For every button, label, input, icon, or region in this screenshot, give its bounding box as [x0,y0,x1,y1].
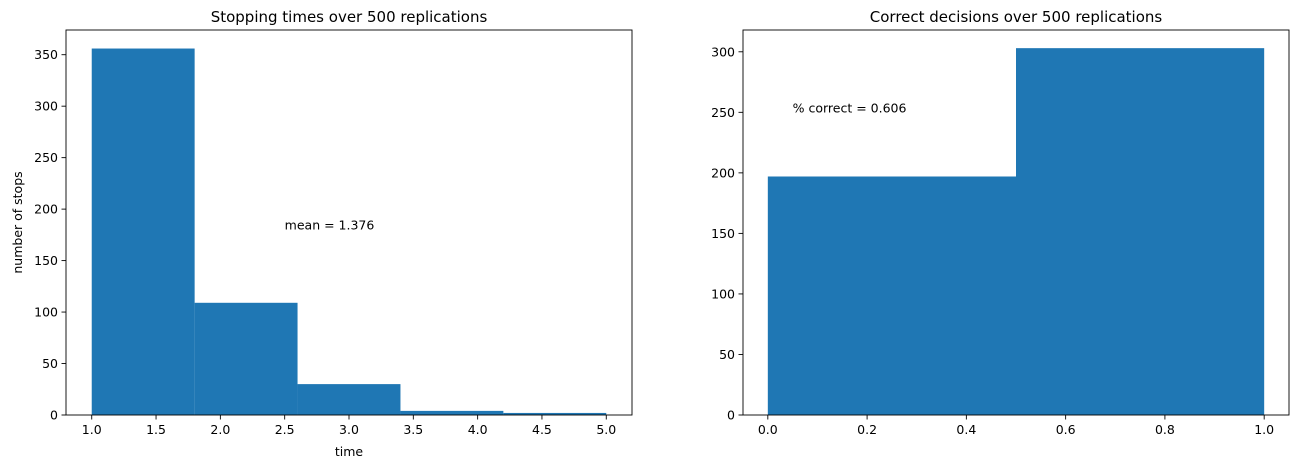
y-tick-label: 0 [727,408,735,423]
y-tick-label: 150 [711,226,735,241]
y-tick-label: 300 [711,44,735,59]
y-tick-label: 350 [34,47,58,62]
y-tick-label: 50 [42,356,58,371]
x-tick-label: 3.0 [339,422,359,437]
x-tick-label: 0.6 [1056,422,1076,437]
chart-title: Correct decisions over 500 replications [870,8,1163,26]
y-tick-label: 250 [711,105,735,120]
chart-1: 1.0 1.5 2.0 2.5 3.0 3.5 4.0 4.5 5.0 0 50 100 150 200 2… [10,8,633,459]
bar [503,412,607,415]
axes-frame [742,29,1290,416]
y-tick-label: 250 [34,150,58,165]
x-tick-label: 1.0 [82,422,102,437]
y-tick-label: 0 [50,408,58,423]
x-tick-label: 3.5 [403,422,423,437]
chart-title: Stopping times over 500 replications [211,8,488,26]
bar [297,384,401,415]
x-tick-label: 2.5 [275,422,295,437]
chart-2: 0.0 0.2 0.4 0.6 0.8 1.0 0 50 100 150 200 250 300 Corr… [711,8,1290,437]
x-tick-label: 0.2 [857,422,877,437]
y-tick-label: 200 [34,202,58,217]
x-tick-label: 2.0 [210,422,230,437]
x-tick-label: 4.0 [468,422,488,437]
y-tick-label: 50 [719,347,735,362]
x-tick-label: 0.0 [758,422,778,437]
x-tick-label: 4.5 [532,422,552,437]
x-tick-label: 1.5 [146,422,166,437]
bar [91,48,195,415]
x-axis-label: time [335,444,364,459]
y-tick-label: 100 [711,286,735,301]
bar [1016,48,1265,416]
y-tick-label: 100 [34,305,58,320]
annotation: % correct = 0.606 [793,100,907,115]
x-tick-label: 5.0 [596,422,616,437]
bar [194,302,298,415]
annotation: mean = 1.376 [285,218,375,233]
y-tick-label: 300 [34,99,58,114]
x-tick-label: 0.4 [956,422,976,437]
y-tick-label: 150 [34,253,58,268]
y-tick-label: 200 [711,165,735,180]
x-tick-label: 1.0 [1254,422,1274,437]
bar [767,176,1016,415]
y-axis-label: number of stops [10,171,25,273]
x-tick-label: 0.8 [1155,422,1175,437]
bar [400,410,504,415]
